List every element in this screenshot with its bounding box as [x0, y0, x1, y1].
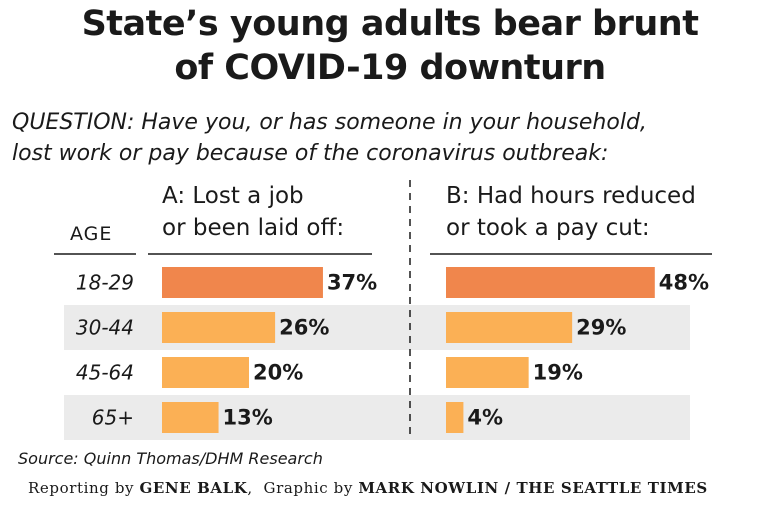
age-label: 18-29 [76, 271, 134, 295]
value-label-a: 13% [223, 406, 273, 430]
chart-title-line-1: State’s young adults bear brunt [81, 4, 699, 44]
bar-b [446, 357, 529, 388]
bar-a [162, 402, 219, 433]
value-label-b: 4% [467, 406, 503, 430]
chart-title-line-2: of COVID-19 downturn [174, 48, 606, 88]
credit-line: Reporting by GENE BALK, Graphic by MARK … [28, 479, 708, 497]
series-b-header-line-2: or took a pay cut: [446, 215, 650, 241]
row-stripe [64, 395, 690, 440]
bar-b [446, 312, 573, 343]
age-label: 45-64 [76, 361, 134, 385]
age-label: 30-44 [76, 316, 134, 340]
chart-rows: 18-29 37% 48% 30-44 26% 29% 45-64 20% 19% 65+ 13% 4… [76, 267, 709, 433]
series-b-header-line-1: B: Had hours reduced [446, 183, 696, 209]
value-label-a: 20% [253, 361, 303, 385]
credit-reporting-prefix: Reporting by [28, 479, 135, 497]
value-label-b: 19% [533, 361, 583, 385]
bar-a [162, 267, 323, 298]
value-label-b: 29% [576, 316, 626, 340]
bar-a [162, 312, 276, 343]
series-a-header-line-1: A: Lost a job [162, 183, 304, 209]
age-label: 65+ [92, 406, 134, 430]
credit-graphic-prefix: Graphic by [263, 479, 353, 497]
source-note: Source: Quinn Thomas/DHM Research [18, 449, 323, 468]
column-headers: AGE A: Lost a job or been laid off: B: Had … [70, 183, 696, 245]
value-label-a: 37% [327, 271, 377, 295]
question-line-1: QUESTION: Have you, or has someone in yo… [12, 110, 647, 135]
question-line-2: lost work or pay because of the coronavi… [12, 141, 609, 166]
age-column-header: AGE [70, 223, 112, 245]
credit-separator: , [247, 479, 253, 497]
credit-reporter: GENE BALK [139, 479, 248, 497]
series-a-header-line-2: or been laid off: [162, 215, 344, 241]
value-label-b: 48% [659, 271, 709, 295]
credit-graphic-by: MARK NOWLIN / THE SEATTLE TIMES [358, 479, 708, 497]
bar-b [446, 402, 464, 433]
bar-a [162, 357, 249, 388]
bar-b [446, 267, 655, 298]
value-label-a: 26% [279, 316, 329, 340]
